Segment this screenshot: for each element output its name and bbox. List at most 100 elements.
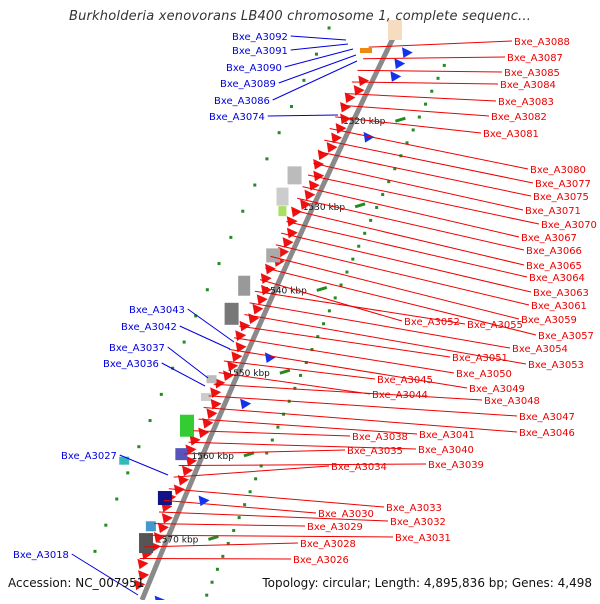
gc-tick (302, 79, 305, 82)
gene-label-left[interactable]: Bxe_A3090 (226, 63, 282, 74)
gene-arrow-reverse[interactable] (358, 75, 369, 86)
gene-arrow-forward[interactable] (199, 496, 210, 507)
gene-label-left[interactable]: Bxe_A3036 (103, 359, 159, 370)
gene-label-left[interactable]: Bxe_A3086 (214, 96, 270, 107)
feature-box[interactable] (288, 166, 302, 184)
gene-label-right[interactable]: Bxe_A3055 (467, 320, 523, 331)
gene-arrow-forward[interactable] (265, 352, 276, 363)
leader-line (260, 280, 402, 321)
gene-label-right[interactable]: Bxe_A3049 (469, 384, 525, 395)
feature-box[interactable] (266, 248, 280, 262)
kbp-tick-mark (317, 287, 327, 290)
feature-box[interactable] (278, 206, 286, 216)
gene-label-right[interactable]: Bxe_A3081 (483, 129, 539, 140)
gene-label-left[interactable]: Bxe_A3092 (232, 32, 288, 43)
leader-line (214, 384, 482, 400)
gene-label-right[interactable]: Bxe_A3070 (541, 220, 597, 231)
gene-label-right[interactable]: Bxe_A3067 (521, 233, 577, 244)
gene-label-right[interactable]: Bxe_A3065 (526, 261, 582, 272)
feature-box[interactable] (238, 276, 250, 296)
feature-box[interactable] (207, 375, 217, 383)
gene-label-right[interactable]: Bxe_A3057 (538, 331, 594, 342)
gene-label-right[interactable]: Bxe_A3054 (512, 344, 568, 355)
gene-label-right[interactable]: Bxe_A3046 (519, 428, 575, 439)
gene-label-right[interactable]: Bxe_A3082 (491, 112, 547, 123)
gene-arrow-forward[interactable] (240, 399, 251, 410)
gene-label-left[interactable]: Bxe_A3018 (13, 550, 69, 561)
gc-tick (137, 445, 140, 448)
gene-label-right[interactable]: Bxe_A3084 (500, 80, 556, 91)
gene-label-right[interactable]: Bxe_A3039 (428, 460, 484, 471)
gene-label-right[interactable]: Bxe_A3088 (514, 37, 570, 48)
gene-label-right[interactable]: Bxe_A3032 (390, 517, 446, 528)
gene-label-right[interactable]: Bxe_A3045 (377, 375, 433, 386)
gene-label-right[interactable]: Bxe_A3051 (452, 353, 508, 364)
gene-arrow-reverse[interactable] (313, 171, 324, 182)
gene-arrow-reverse[interactable] (137, 559, 148, 570)
feature-box[interactable] (277, 188, 289, 206)
gene-label-left[interactable]: Bxe_A3089 (220, 79, 276, 90)
gene-label-left[interactable]: Bxe_A3037 (109, 343, 165, 354)
gene-label-right[interactable]: Bxe_A3048 (484, 396, 540, 407)
feature-box[interactable] (158, 491, 172, 505)
gene-arrow-reverse[interactable] (198, 427, 209, 438)
gene-label-right[interactable]: Bxe_A3035 (347, 446, 403, 457)
gene-label-right[interactable]: Bxe_A3083 (498, 97, 554, 108)
gene-arrow-forward[interactable] (402, 47, 413, 58)
gene-label-left[interactable]: Bxe_A3074 (209, 112, 265, 123)
gene-arrow-reverse[interactable] (231, 351, 242, 362)
gene-arrow-forward[interactable] (394, 58, 405, 69)
feature-box[interactable] (180, 415, 194, 437)
gene-arrow-reverse[interactable] (340, 102, 351, 113)
gene-label-right[interactable]: Bxe_A3087 (507, 53, 563, 64)
gene-arrow-reverse[interactable] (327, 142, 338, 153)
gene-label-right[interactable]: Bxe_A3066 (526, 246, 582, 257)
gc-tick (322, 322, 325, 325)
gene-label-right[interactable]: Bxe_A3029 (307, 522, 363, 533)
gene-label-right[interactable]: Bxe_A3075 (533, 192, 589, 203)
gc-tick (290, 105, 293, 108)
gene-arrow-reverse[interactable] (162, 513, 173, 524)
gene-arrow-reverse[interactable] (318, 149, 329, 160)
gene-label-right[interactable]: Bxe_A3085 (504, 68, 560, 79)
gene-arrow-reverse[interactable] (206, 408, 217, 419)
feature-box[interactable] (139, 533, 153, 553)
gene-arrow-reverse[interactable] (287, 216, 298, 227)
gene-label-right[interactable]: Bxe_A3033 (386, 503, 442, 514)
gene-label-left[interactable]: Bxe_A3042 (121, 322, 177, 333)
gene-label-right[interactable]: Bxe_A3031 (395, 533, 451, 544)
gene-label-right[interactable]: Bxe_A3077 (535, 179, 591, 190)
gene-label-right[interactable]: Bxe_A3038 (352, 432, 408, 443)
gc-tick (126, 471, 129, 474)
gene-label-right[interactable]: Bxe_A3053 (528, 360, 584, 371)
gene-label-right[interactable]: Bxe_A3059 (521, 315, 577, 326)
gene-label-left[interactable]: Bxe_A3043 (129, 305, 185, 316)
gene-label-left[interactable]: Bxe_A3091 (232, 46, 288, 57)
gc-tick (115, 498, 118, 501)
gene-label-right[interactable]: Bxe_A3034 (331, 462, 387, 473)
gene-label-right[interactable]: Bxe_A3050 (456, 369, 512, 380)
gene-label-right[interactable]: Bxe_A3041 (419, 430, 475, 441)
gene-label-right[interactable]: Bxe_A3064 (529, 273, 585, 284)
gene-arrow-forward[interactable] (155, 596, 166, 600)
feature-box[interactable] (360, 48, 372, 53)
gene-arrow-reverse[interactable] (182, 465, 193, 476)
gene-label-right[interactable]: Bxe_A3071 (525, 206, 581, 217)
feature-box[interactable] (146, 521, 156, 531)
gene-arrow-forward[interactable] (390, 71, 401, 82)
gc-tick (418, 116, 421, 119)
feature-box[interactable] (225, 303, 239, 325)
gene-label-right[interactable]: Bxe_A3063 (533, 288, 589, 299)
gene-label-right[interactable]: Bxe_A3047 (519, 412, 575, 423)
gene-label-right[interactable]: Bxe_A3080 (530, 165, 586, 176)
gene-label-left[interactable]: Bxe_A3027 (61, 451, 117, 462)
gene-label-right[interactable]: Bxe_A3026 (293, 555, 349, 566)
feature-box[interactable] (201, 393, 211, 401)
gene-arrow-reverse[interactable] (248, 313, 259, 324)
gene-label-right[interactable]: Bxe_A3028 (300, 539, 356, 550)
gene-label-right[interactable]: Bxe_A3061 (531, 301, 587, 312)
gene-label-right[interactable]: Bxe_A3040 (418, 445, 474, 456)
gene-arrow-reverse[interactable] (304, 190, 315, 201)
